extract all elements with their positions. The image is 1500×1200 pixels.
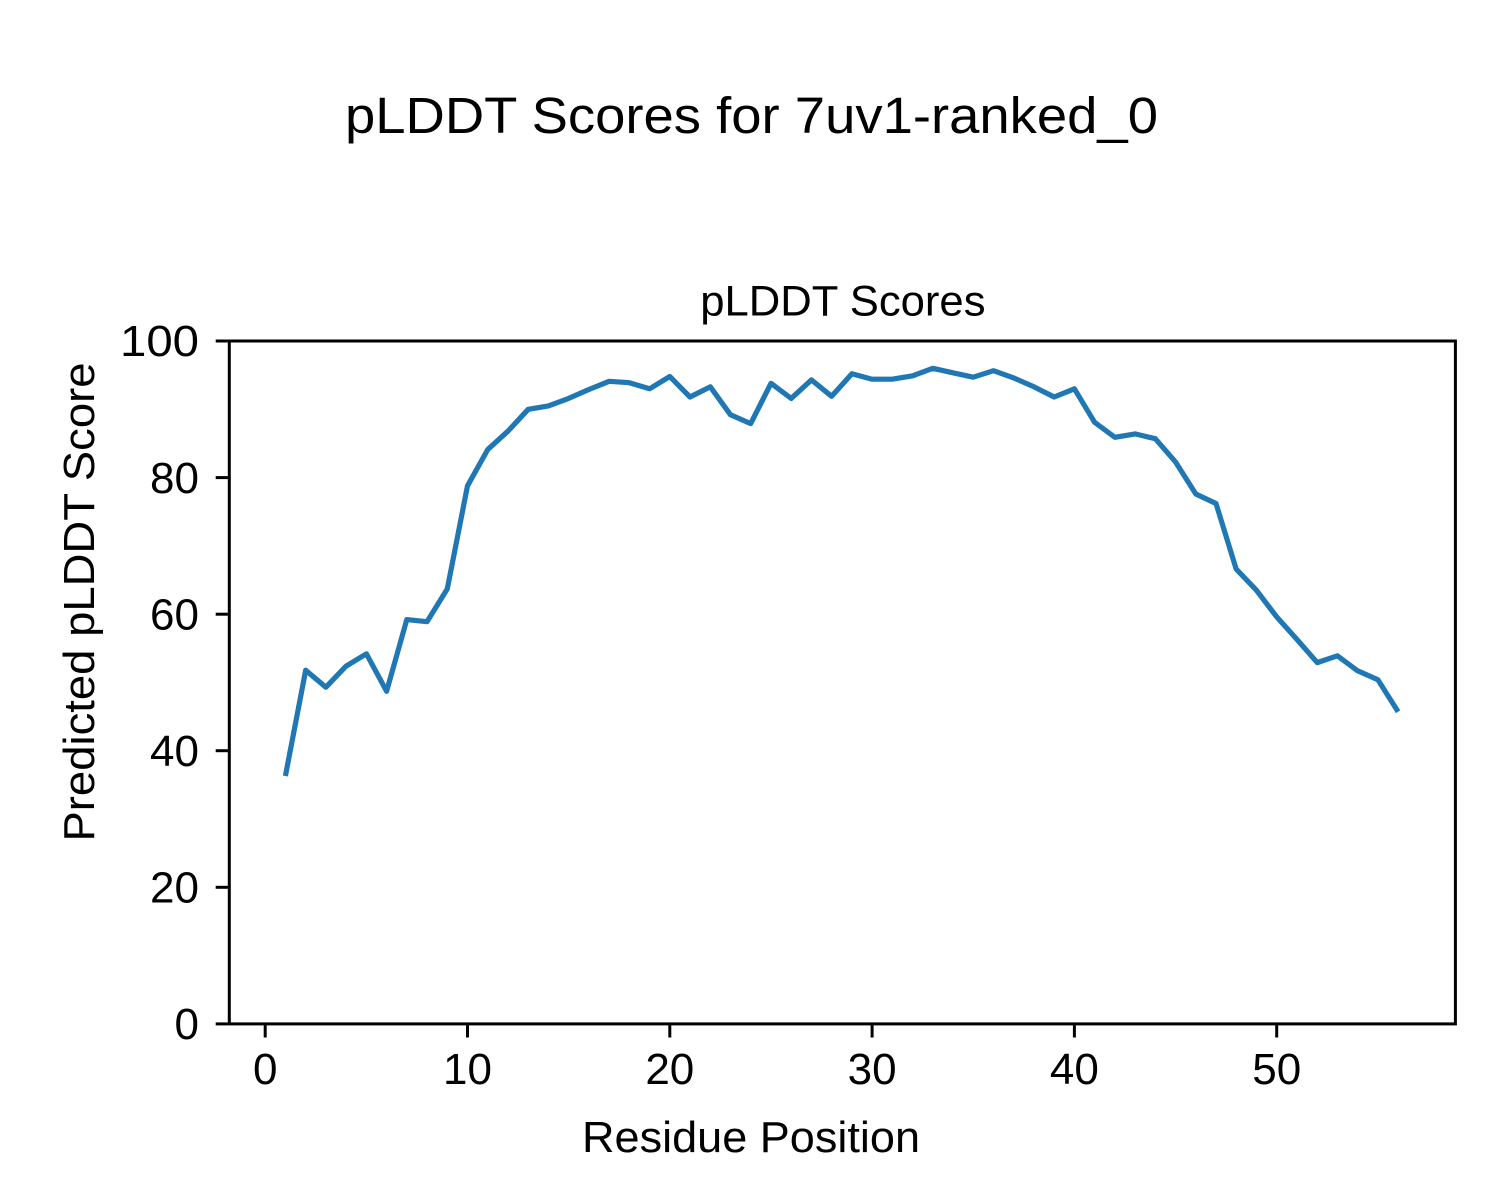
svg-text:80: 80 [150, 454, 199, 503]
svg-text:0: 0 [253, 1045, 277, 1094]
svg-text:20: 20 [150, 864, 199, 913]
svg-text:10: 10 [443, 1045, 492, 1094]
svg-text:100: 100 [120, 317, 199, 366]
svg-text:40: 40 [150, 727, 199, 776]
svg-text:pLDDT Scores for 7uv1-ranked_0: pLDDT Scores for 7uv1-ranked_0 [345, 87, 1158, 144]
svg-text:40: 40 [1050, 1045, 1099, 1094]
svg-text:Predicted pLDDT Score: Predicted pLDDT Score [55, 363, 104, 842]
svg-text:60: 60 [150, 590, 199, 639]
svg-text:20: 20 [645, 1045, 694, 1094]
svg-text:50: 50 [1252, 1045, 1301, 1094]
svg-text:0: 0 [175, 1000, 199, 1049]
svg-text:Residue Position: Residue Position [582, 1113, 920, 1162]
svg-text:pLDDT Scores: pLDDT Scores [700, 278, 985, 326]
svg-text:30: 30 [848, 1045, 897, 1094]
